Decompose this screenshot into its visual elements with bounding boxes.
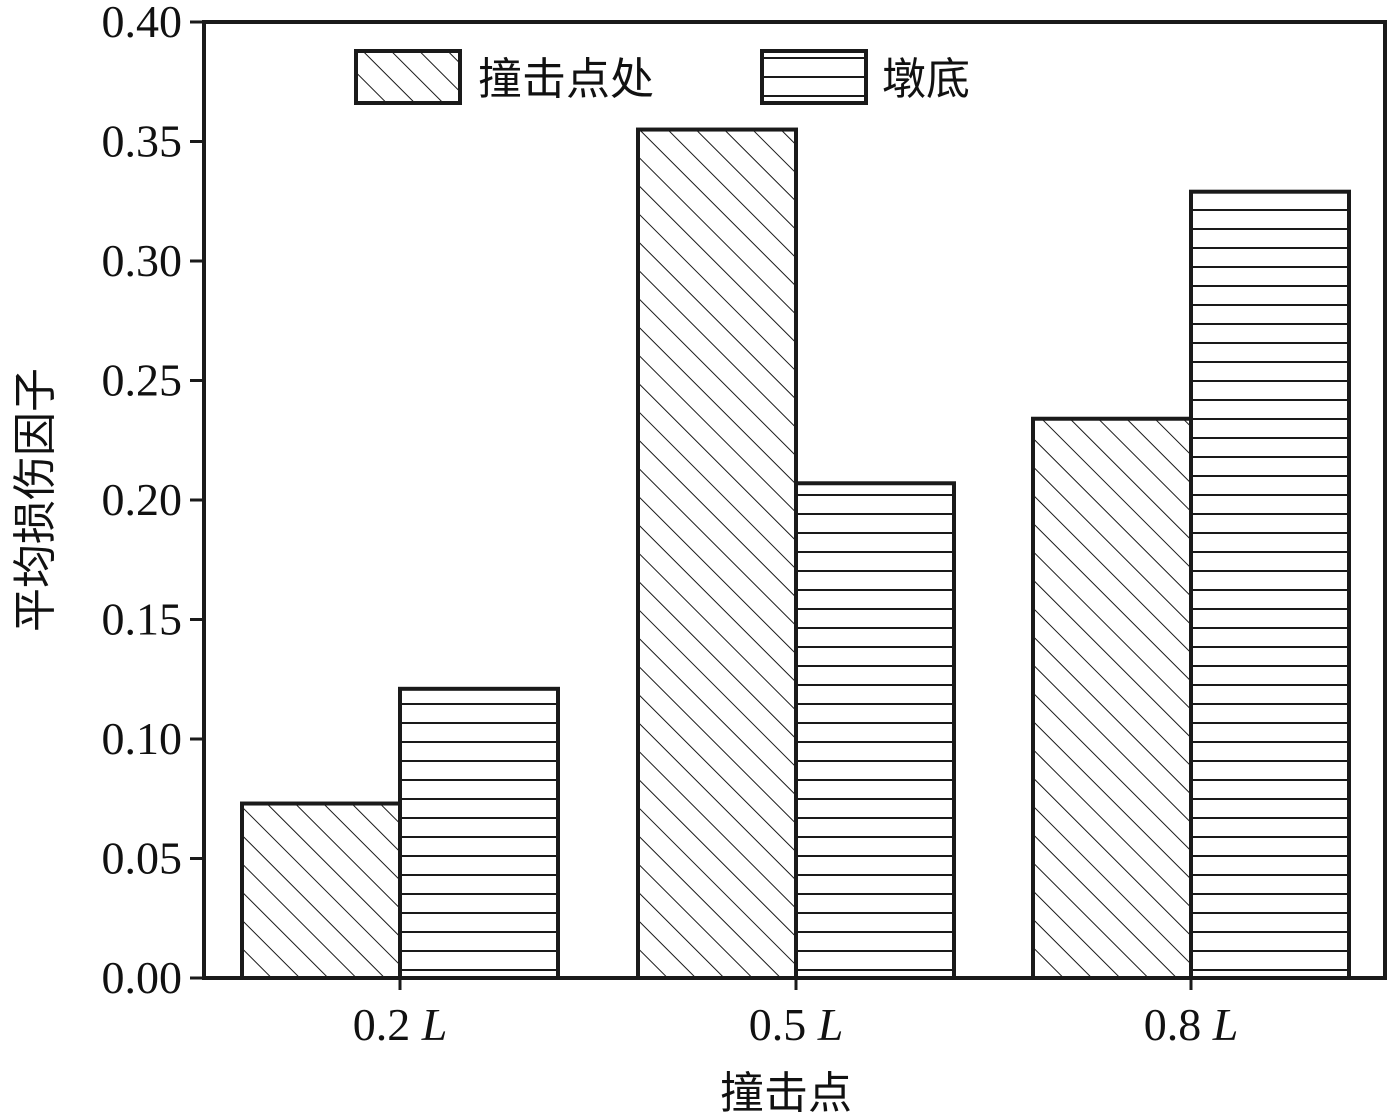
legend-label-2: 墩底 [882,54,970,105]
bar-series-2-cat-2 [794,481,956,980]
bar-series-2-cat-3 [1189,189,1351,980]
y-tick-label: 0.15 [102,594,183,645]
y-tick-label: 0.40 [102,0,183,47]
x-axis-title: 撞击点 [720,1068,852,1116]
bar-series-1-cat-2 [636,127,798,981]
x-axis-labels: 0.2 L 0.5 L 0.8 L [353,978,1239,1050]
y-tick-label: 0.35 [102,116,183,167]
x-tick-label: 0.2 L [353,999,448,1050]
y-tick-label: 0.30 [102,235,183,286]
bars [240,127,1351,981]
y-tick-label: 0.10 [102,713,183,764]
y-tick-label: 0.00 [102,952,183,1003]
y-tick-label: 0.25 [102,355,183,406]
plot-frame [202,20,1387,980]
y-axis-title: 平均损伤因子 [10,368,61,632]
y-axis-ticks: 0.00 0.05 0.10 0.15 0.20 0.25 0.30 0.35 0.40 [102,0,204,1003]
legend-label-1: 撞击点处 [478,54,654,105]
y-tick-label: 0.05 [102,833,183,884]
x-tick-label: 0.5 L [749,999,844,1050]
y-tick-label: 0.20 [102,474,183,525]
x-tick-label: 0.8 L [1144,999,1239,1050]
legend-swatch-1 [354,49,462,105]
bar-series-1-cat-3 [1031,416,1193,980]
legend: 撞击点处 墩底 [354,49,970,105]
legend-swatch-2 [760,49,868,105]
bar-series-2-cat-1 [398,686,560,980]
bar-series-1-cat-1 [240,801,402,981]
